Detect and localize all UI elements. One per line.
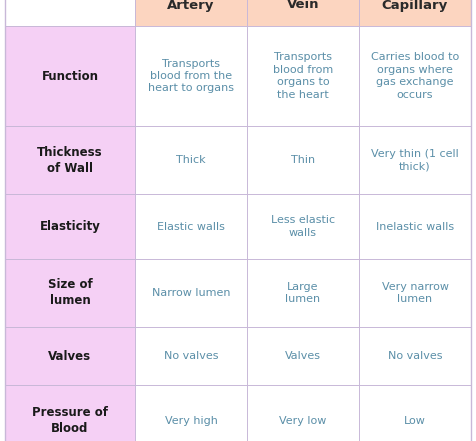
Bar [5, 126, 135, 194]
Text: Very thin (1 cell
thick): Very thin (1 cell thick) [371, 149, 459, 171]
Text: Thin: Thin [291, 155, 315, 165]
Bar [5, 259, 135, 327]
Bar [247, 0, 359, 26]
Text: Carries blood to
organs where
gas exchange
occurs: Carries blood to organs where gas exchan… [371, 52, 459, 100]
Text: Size of
lumen: Size of lumen [48, 279, 92, 307]
Text: Less elastic
walls: Less elastic walls [271, 215, 335, 238]
Bar [359, 327, 471, 385]
Bar [359, 385, 471, 441]
Bar [359, 259, 471, 327]
Bar [135, 327, 247, 385]
Text: Large
lumen: Large lumen [286, 282, 320, 304]
Text: Vein: Vein [287, 0, 319, 11]
Bar [5, 327, 135, 385]
Bar [359, 0, 471, 26]
Text: Pressure of
Blood: Pressure of Blood [32, 407, 108, 436]
Text: Inelastic walls: Inelastic walls [376, 221, 454, 232]
Text: Valves: Valves [285, 351, 321, 361]
Bar [135, 26, 247, 126]
Bar [135, 194, 247, 259]
Bar [359, 26, 471, 126]
Text: No valves: No valves [164, 351, 218, 361]
Text: Very high: Very high [165, 416, 218, 426]
Bar [135, 126, 247, 194]
Bar [247, 327, 359, 385]
Bar [5, 0, 135, 26]
Text: Capillary: Capillary [382, 0, 448, 11]
Bar [247, 194, 359, 259]
Bar [5, 385, 135, 441]
Bar [359, 194, 471, 259]
Text: Elasticity: Elasticity [40, 220, 100, 233]
Text: Low: Low [404, 416, 426, 426]
Bar [247, 385, 359, 441]
Bar [247, 126, 359, 194]
Bar [247, 259, 359, 327]
Bar [247, 26, 359, 126]
Text: Thickness
of Wall: Thickness of Wall [37, 146, 103, 175]
Text: No valves: No valves [388, 351, 442, 361]
Text: Transports
blood from
organs to
the heart: Transports blood from organs to the hear… [273, 52, 333, 100]
Text: Transports
blood from the
heart to organs: Transports blood from the heart to organ… [148, 59, 234, 93]
Text: Thick: Thick [176, 155, 206, 165]
Text: Very narrow
lumen: Very narrow lumen [381, 282, 448, 304]
Text: Function: Function [41, 70, 99, 82]
Bar [5, 26, 135, 126]
Text: Elastic walls: Elastic walls [157, 221, 225, 232]
Bar [135, 259, 247, 327]
Text: Artery: Artery [167, 0, 215, 11]
Bar [5, 194, 135, 259]
Bar [359, 126, 471, 194]
Bar [135, 385, 247, 441]
Text: Narrow lumen: Narrow lumen [152, 288, 230, 298]
Text: Valves: Valves [49, 350, 91, 363]
Text: Very low: Very low [279, 416, 327, 426]
Bar [135, 0, 247, 26]
